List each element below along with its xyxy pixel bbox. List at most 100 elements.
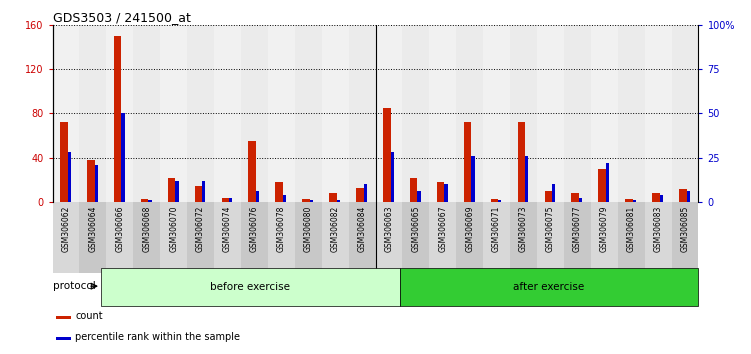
Text: GSM306065: GSM306065	[412, 206, 421, 252]
Bar	[68, 152, 71, 202]
Bar	[591, 202, 617, 273]
Bar	[56, 337, 71, 339]
Bar	[363, 184, 367, 202]
Text: GSM306067: GSM306067	[439, 206, 448, 252]
Bar	[457, 25, 483, 202]
Bar	[464, 122, 472, 202]
Text: percentile rank within the sample: percentile rank within the sample	[75, 332, 240, 342]
Bar	[572, 193, 579, 202]
Bar	[418, 191, 421, 202]
Text: after exercise: after exercise	[514, 282, 585, 292]
Bar	[107, 202, 134, 273]
Bar	[80, 202, 107, 273]
Bar	[283, 195, 286, 202]
Text: GSM306082: GSM306082	[330, 206, 339, 252]
Bar	[329, 193, 336, 202]
Bar	[141, 199, 149, 202]
Bar	[445, 184, 448, 202]
Bar	[214, 25, 241, 202]
Bar	[229, 198, 232, 202]
Text: GSM306070: GSM306070	[169, 206, 178, 252]
Bar	[430, 202, 457, 273]
Text: GSM306076: GSM306076	[250, 206, 259, 252]
Bar	[626, 199, 633, 202]
Text: GSM306085: GSM306085	[680, 206, 689, 252]
Bar	[303, 199, 310, 202]
Text: GSM306083: GSM306083	[653, 206, 662, 252]
Bar	[134, 202, 160, 273]
Text: GSM306077: GSM306077	[573, 206, 582, 252]
Bar	[167, 178, 175, 202]
Bar	[403, 25, 430, 202]
Bar	[510, 25, 537, 202]
Bar	[525, 156, 529, 202]
Bar	[336, 200, 340, 202]
Bar	[175, 181, 179, 202]
Bar	[376, 202, 403, 273]
Bar	[437, 182, 445, 202]
Bar	[122, 113, 125, 202]
Text: GSM306063: GSM306063	[385, 206, 394, 252]
Bar	[579, 198, 582, 202]
Bar	[114, 36, 122, 202]
Bar	[510, 202, 537, 273]
Bar	[101, 268, 400, 306]
Bar	[517, 122, 525, 202]
Bar	[671, 25, 698, 202]
Bar	[659, 195, 663, 202]
Text: GSM306080: GSM306080	[303, 206, 312, 252]
Text: protocol: protocol	[53, 281, 95, 291]
Bar	[276, 182, 283, 202]
Bar	[149, 200, 152, 202]
Bar	[160, 25, 187, 202]
Bar	[268, 202, 295, 273]
Bar	[483, 25, 510, 202]
Bar	[383, 108, 391, 202]
Bar	[490, 199, 498, 202]
Text: before exercise: before exercise	[210, 282, 291, 292]
Bar	[80, 25, 107, 202]
Bar	[544, 191, 552, 202]
Bar	[400, 268, 698, 306]
Bar	[686, 191, 690, 202]
Text: GSM306066: GSM306066	[116, 206, 125, 252]
Bar	[134, 25, 160, 202]
Bar	[671, 202, 698, 273]
Bar	[564, 25, 591, 202]
Bar	[321, 25, 348, 202]
Bar	[321, 202, 348, 273]
Text: GSM306074: GSM306074	[223, 206, 232, 252]
Bar	[268, 25, 295, 202]
Text: GSM306068: GSM306068	[142, 206, 151, 252]
Text: GSM306069: GSM306069	[465, 206, 474, 252]
Bar	[644, 202, 671, 273]
Bar	[652, 193, 659, 202]
Bar	[202, 181, 206, 202]
Bar	[537, 202, 564, 273]
Bar	[472, 156, 475, 202]
Text: GDS3503 / 241500_at: GDS3503 / 241500_at	[53, 11, 191, 24]
Bar	[483, 202, 510, 273]
Bar	[187, 25, 214, 202]
Bar	[633, 200, 636, 202]
Bar	[53, 202, 80, 273]
Bar	[256, 191, 259, 202]
Bar	[56, 316, 71, 319]
Text: GSM306071: GSM306071	[492, 206, 501, 252]
Bar	[87, 160, 95, 202]
Bar	[599, 169, 606, 202]
Text: GSM306075: GSM306075	[546, 206, 555, 252]
Bar	[195, 187, 202, 202]
Bar	[564, 202, 591, 273]
Bar	[617, 25, 644, 202]
Bar	[348, 202, 376, 273]
Text: GSM306064: GSM306064	[89, 206, 98, 252]
Bar	[644, 25, 671, 202]
Bar	[391, 152, 394, 202]
Bar	[376, 25, 403, 202]
Text: GSM306062: GSM306062	[62, 206, 71, 252]
Bar	[457, 202, 483, 273]
Bar	[295, 202, 321, 273]
Bar	[60, 122, 68, 202]
Bar	[295, 25, 321, 202]
